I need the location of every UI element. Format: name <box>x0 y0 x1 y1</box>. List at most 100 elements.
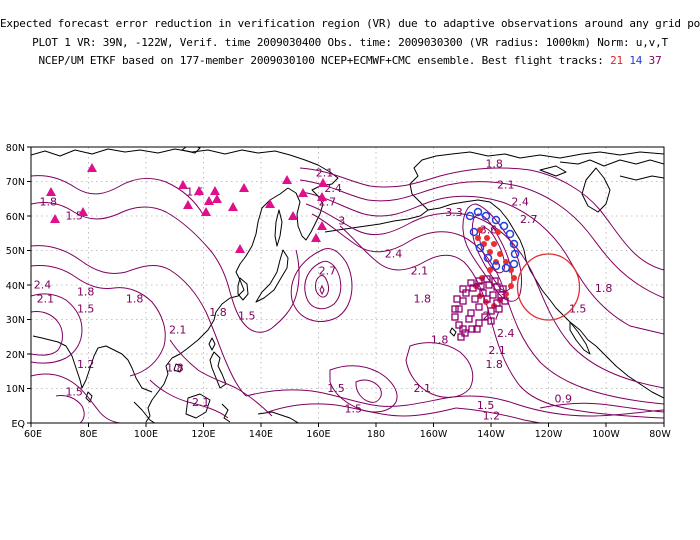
contour-value-label: 2.4 <box>497 327 515 340</box>
lat-label: 30N <box>6 315 25 326</box>
track-point-blue <box>491 215 501 225</box>
lat-label: 50N <box>6 246 25 257</box>
track-point-red <box>511 275 517 281</box>
track-point-purple <box>467 309 475 317</box>
lon-label: 180 <box>367 429 385 440</box>
lon-label: 100E <box>134 429 158 440</box>
contour-value-label: 1.8 <box>166 361 184 374</box>
track-point-red <box>508 283 514 289</box>
track-point-blue <box>501 263 511 273</box>
verification-region-circle <box>516 253 581 321</box>
track-point-purple <box>459 325 467 333</box>
lat-label: 40N <box>6 281 25 292</box>
contour-value-label: 1.8 <box>209 306 227 319</box>
track-point-purple <box>483 295 491 303</box>
lat-label: 60N <box>6 212 25 223</box>
track-point-purple <box>465 315 473 323</box>
track-point-purple <box>457 333 465 341</box>
track-point-red <box>495 229 501 235</box>
observation-sites <box>46 163 328 253</box>
track-point-purple <box>455 305 463 313</box>
track-point-purple <box>473 325 481 333</box>
obs-site-marker <box>282 175 292 184</box>
track-point-red <box>491 241 497 247</box>
track-point-purple <box>501 297 509 305</box>
contour-lines <box>31 167 664 423</box>
track-point-purple <box>471 295 479 303</box>
lon-label: 80E <box>79 429 97 440</box>
contour-value-label: 1.8 <box>40 196 58 209</box>
contour-value-label: 1.5 <box>477 399 495 412</box>
lat-label: 20N <box>6 350 25 361</box>
contour-value-label: 1.8 <box>431 334 449 347</box>
flight-track-purple <box>451 275 509 341</box>
track-point-blue <box>469 227 479 237</box>
track-point-purple <box>487 307 495 315</box>
lon-label: 60E <box>24 429 42 440</box>
obs-site-marker <box>228 202 238 211</box>
track-point-red <box>484 235 490 241</box>
contour-value-label: 1.8 <box>126 292 144 305</box>
contour-value-label: 2.1 <box>488 344 506 357</box>
contour-value-label: 3 <box>338 215 345 228</box>
track-point-red <box>503 259 509 265</box>
contour-value-label: 0.9 <box>555 392 573 405</box>
track-point-blue <box>473 207 483 217</box>
track-count-blue: 14 <box>629 54 643 67</box>
flight-track-blue <box>465 207 520 273</box>
lat-label: 80N <box>6 143 25 154</box>
track-point-blue <box>499 221 509 231</box>
obs-site-marker <box>204 196 214 205</box>
contour-value-label: 1.8 <box>485 158 503 171</box>
obs-site-marker <box>50 214 60 223</box>
contour-value-label: 2.1 <box>497 178 515 191</box>
lon-label: 140E <box>249 429 273 440</box>
obs-site-marker <box>288 211 298 220</box>
contour-value-label: 2.4 <box>511 196 529 209</box>
axis-ticks <box>27 146 665 427</box>
longitude-labels: 60E 80E 100E 120E 140E 160E 180 160W 140… <box>24 429 671 440</box>
track-count-red: 21 <box>610 54 623 67</box>
track-point-purple <box>479 289 487 297</box>
track-point-purple <box>481 313 489 321</box>
obs-site-marker <box>178 180 188 189</box>
contour-value-label: 2.1 <box>316 166 334 179</box>
track-point-blue <box>505 229 515 239</box>
contour-value-label: 2.4 <box>34 279 52 292</box>
obs-site-marker <box>194 186 204 195</box>
track-point-purple <box>483 275 491 283</box>
contour-value-label: 1.8 <box>77 285 95 298</box>
contour-value-label: 2.4 <box>385 247 403 260</box>
track-point-purple <box>455 321 463 329</box>
obs-site-marker <box>318 178 328 187</box>
contour-value-label: 3.3 <box>445 206 463 219</box>
contour-value-label: 2.1 <box>411 265 429 278</box>
contour-value-label: 1.5 <box>345 403 363 416</box>
lat-label: EQ <box>12 419 25 430</box>
track-point-blue <box>475 243 485 253</box>
track-point-purple <box>475 303 483 311</box>
track-point-blue <box>481 211 491 221</box>
track-point-purple <box>451 313 459 321</box>
obs-site-marker <box>311 233 321 242</box>
obs-site-marker <box>78 207 88 216</box>
contour-value-label: 1.2 <box>483 410 501 423</box>
track-point-blue <box>510 249 520 259</box>
track-point-purple <box>467 279 475 287</box>
track-point-purple <box>491 277 499 285</box>
track-point-purple <box>451 305 459 313</box>
contour-value-label: 1.8 <box>485 358 503 371</box>
track-point-purple <box>459 297 467 305</box>
track-point-purple <box>469 284 477 292</box>
track-point-red <box>475 235 481 241</box>
contour-value-label: 3 <box>499 289 506 302</box>
track-point-purple <box>489 291 497 299</box>
track-point-red <box>481 241 487 247</box>
track-point-purple <box>475 319 483 327</box>
track-point-purple <box>461 329 469 337</box>
track-point-red <box>497 251 503 257</box>
track-point-red <box>487 267 493 273</box>
lat-label: 10N <box>6 384 25 395</box>
obs-site-marker <box>212 194 222 203</box>
